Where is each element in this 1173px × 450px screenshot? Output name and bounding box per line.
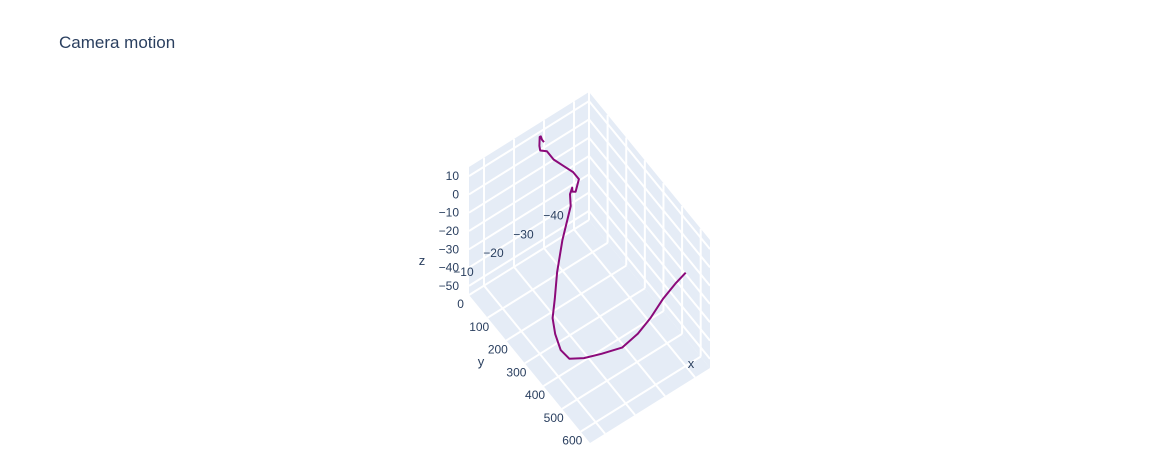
grid-y-floor	[483, 284, 606, 435]
z-tick-label: −10	[439, 206, 460, 220]
chart-title: Camera motion	[59, 33, 176, 52]
grid-x-floor	[468, 219, 590, 296]
y-tick-label: −10	[453, 265, 474, 279]
grid-y-floor	[573, 228, 696, 379]
grid-lines	[468, 92, 711, 435]
grid-z-wall-y	[468, 118, 590, 196]
y-tick-label: −30	[513, 227, 534, 241]
grid-z-wall-y	[468, 210, 590, 287]
grid-z-wall-x	[588, 210, 711, 360]
grid-z-wall-x	[588, 137, 711, 287]
z-tick-label: 10	[446, 169, 460, 183]
y-tick-label: −20	[483, 246, 504, 260]
x-axis-title: x	[688, 356, 695, 371]
y-tick-label: −40	[543, 209, 564, 223]
z-tick-label: −20	[439, 224, 460, 238]
grid-y-floor	[543, 247, 666, 397]
grid-z-wall-x	[588, 173, 711, 323]
x-tick-label: 600	[562, 434, 582, 448]
grid-z-wall-x	[588, 118, 711, 269]
tick-labels: 0100200300400500600−40−30−20−10100−10−20…	[439, 169, 583, 447]
grid-x-floor	[524, 287, 646, 365]
z-tick-label: 0	[452, 187, 459, 201]
grid-z-wall-x	[588, 155, 711, 305]
grid-x-floor	[580, 355, 702, 433]
pane-xy	[469, 220, 710, 443]
grid-z-wall-y	[468, 100, 590, 177]
z-tick-label: −30	[439, 242, 460, 256]
x-tick-label: 0	[457, 297, 464, 311]
y-axis-title: y	[478, 354, 485, 369]
z-tick-label: −50	[439, 279, 460, 293]
z-tick-label: −40	[439, 261, 460, 275]
grid-x-floor	[561, 332, 683, 410]
x-tick-label: 400	[525, 388, 545, 402]
grid-z-wall-y	[468, 173, 590, 251]
x-tick-label: 200	[488, 343, 508, 357]
grid-x-floor	[487, 241, 609, 319]
camera-trajectory[interactable]	[538, 135, 687, 360]
x-tick-label: 300	[506, 365, 526, 379]
grid-x-floor	[505, 264, 627, 342]
trajectory-line[interactable]	[538, 135, 687, 360]
grid-y-floor	[513, 266, 636, 416]
grid-x-floor	[542, 310, 664, 387]
grid-z-wall-y	[468, 191, 590, 269]
x-tick-label: 100	[469, 320, 489, 334]
axis-titles: x y z	[419, 253, 695, 371]
grid-z-wall-x	[588, 191, 711, 342]
grid-z-wall-x	[588, 100, 711, 250]
x-tick-label: 500	[544, 411, 564, 425]
z-axis-title: z	[419, 253, 426, 268]
grid-z-wall-y	[468, 136, 590, 214]
